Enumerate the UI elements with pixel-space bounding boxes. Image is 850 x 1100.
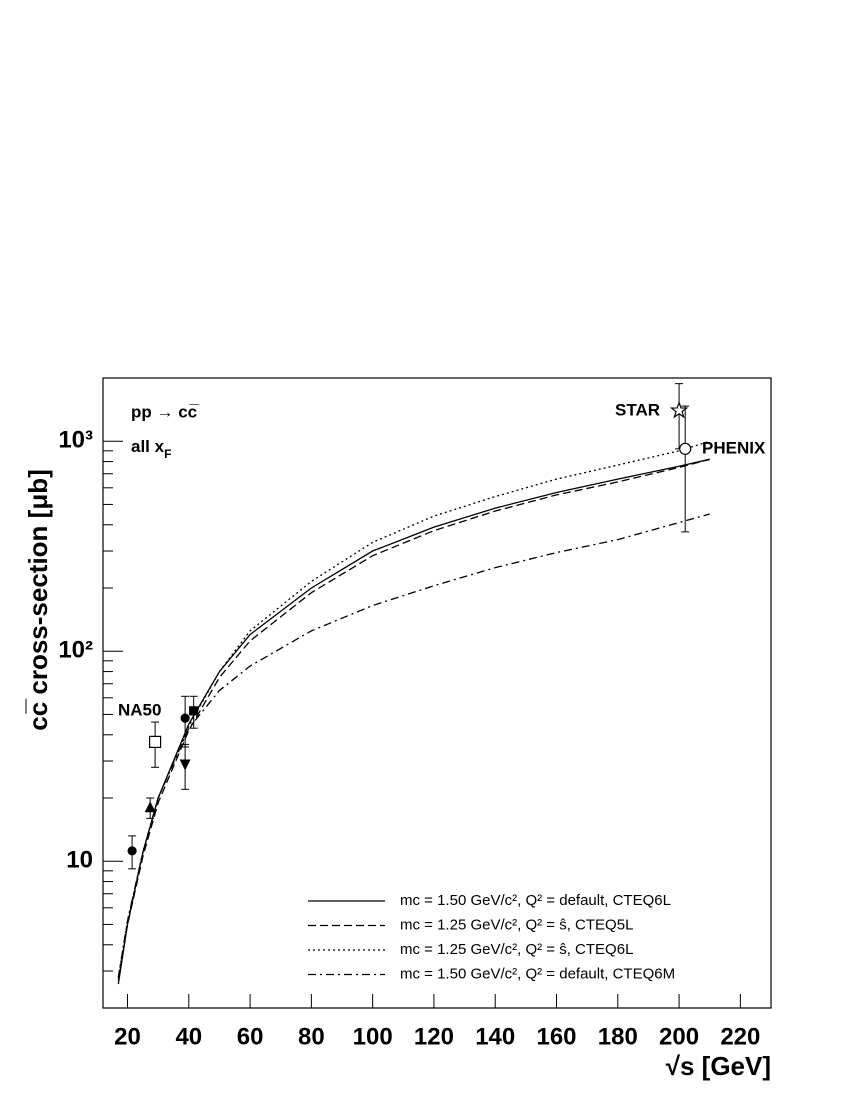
x-axis-label: √s [GeV] bbox=[666, 1051, 771, 1081]
xf-label: all xF bbox=[131, 437, 171, 461]
phenix-label: PHENIX bbox=[702, 438, 766, 457]
marker bbox=[189, 706, 199, 716]
xf-text: all x bbox=[131, 437, 165, 456]
marker bbox=[144, 801, 156, 813]
xf-sub: F bbox=[164, 447, 171, 461]
y-tick-label: 10³ bbox=[58, 427, 93, 454]
marker bbox=[179, 759, 191, 771]
x-tick-label: 140 bbox=[475, 1023, 515, 1050]
x-tick-label: 20 bbox=[114, 1023, 141, 1050]
marker bbox=[180, 713, 190, 723]
legend-label: mc = 1.25 GeV/c², Q² = ŝ, CTEQ6L bbox=[400, 941, 633, 958]
na50-label: NA50 bbox=[118, 700, 161, 719]
x-tick-label: 80 bbox=[298, 1023, 325, 1050]
y-axis-label: cc̅ cross-section [μb] bbox=[23, 469, 53, 731]
curve bbox=[117, 458, 710, 981]
legend-label: mc = 1.25 GeV/c², Q² = ŝ, CTEQ5L bbox=[400, 916, 633, 933]
x-tick-label: 200 bbox=[659, 1023, 699, 1050]
x-tick-label: 40 bbox=[175, 1023, 202, 1050]
star-label: STAR bbox=[615, 400, 660, 419]
process-label: pp → cc̅ bbox=[131, 402, 199, 421]
x-tick-label: 60 bbox=[237, 1023, 264, 1050]
curve bbox=[117, 513, 710, 978]
x-tick-label: 120 bbox=[414, 1023, 454, 1050]
plot-frame bbox=[102, 377, 772, 1009]
x-tick-label: 160 bbox=[536, 1023, 576, 1050]
x-tick-label: 180 bbox=[598, 1023, 638, 1050]
marker bbox=[679, 442, 692, 455]
y-tick-label: 10 bbox=[66, 847, 93, 874]
marker bbox=[148, 735, 162, 748]
x-tick-label: 100 bbox=[353, 1023, 393, 1050]
legend-label: mc = 1.50 GeV/c², Q² = default, CTEQ6M bbox=[400, 965, 675, 982]
marker bbox=[127, 846, 137, 856]
y-tick-label: 10² bbox=[58, 637, 93, 664]
x-tick-label: 220 bbox=[720, 1023, 760, 1050]
legend-label: mc = 1.50 GeV/c², Q² = default, CTEQ6L bbox=[400, 892, 671, 909]
